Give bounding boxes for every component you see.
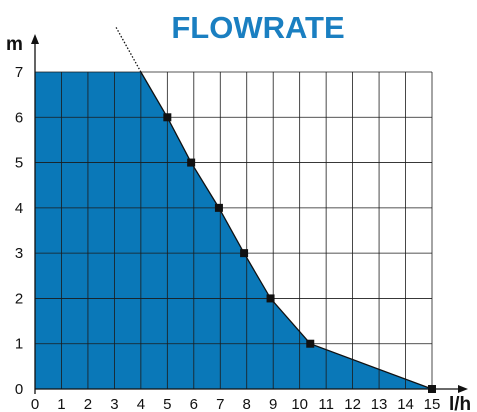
data-point-marker [214,203,223,212]
y-tick-label: 2 [15,290,23,307]
x-tick-label: 10 [291,396,308,412]
x-tick-label: 3 [110,396,118,412]
x-axis-label: l/h [449,394,471,412]
x-tick-label: 11 [318,396,334,412]
x-tick-label: 9 [269,396,277,412]
x-axis-arrow [458,385,468,393]
x-tick-label: 7 [216,396,224,412]
data-point-marker [163,113,172,122]
filled-area [35,72,432,389]
y-tick-label: 6 [15,109,23,126]
data-markers [163,113,436,393]
y-tick-label: 5 [15,155,23,172]
flowrate-curve [140,71,433,390]
x-tick-label: 2 [84,396,92,412]
x-tick-label: 13 [371,396,388,412]
x-tick-label: 1 [57,396,65,412]
x-tick-label: 4 [137,396,145,412]
data-point-marker [266,294,275,303]
x-tick-label: 6 [190,396,198,412]
y-tick-label: 4 [15,200,23,217]
chart-title: FLOWRATE [171,10,344,45]
grid-layer [35,71,433,389]
y-tick-label: 3 [15,245,23,262]
data-point-marker [187,158,196,167]
y-axis-arrow [31,34,39,44]
y-tick-label: 7 [15,64,23,81]
x-tick-label: 14 [397,396,414,412]
area-layer [35,72,432,389]
x-tick-label: 0 [31,396,39,412]
x-tick-label: 5 [163,396,171,412]
extrapolated-dotted-line [115,26,142,73]
y-axis-label: m [6,34,23,55]
axes-layer [31,34,468,394]
data-point-marker [306,339,315,348]
x-tick-label: 8 [243,396,251,412]
x-tick-label: 15 [424,396,441,412]
y-tick-label: 1 [15,336,23,353]
x-tick-label: 12 [344,396,361,412]
curve-layer [115,26,433,390]
data-point-marker [240,249,249,258]
data-point-marker [428,385,436,393]
y-tick-label: 0 [15,381,23,398]
